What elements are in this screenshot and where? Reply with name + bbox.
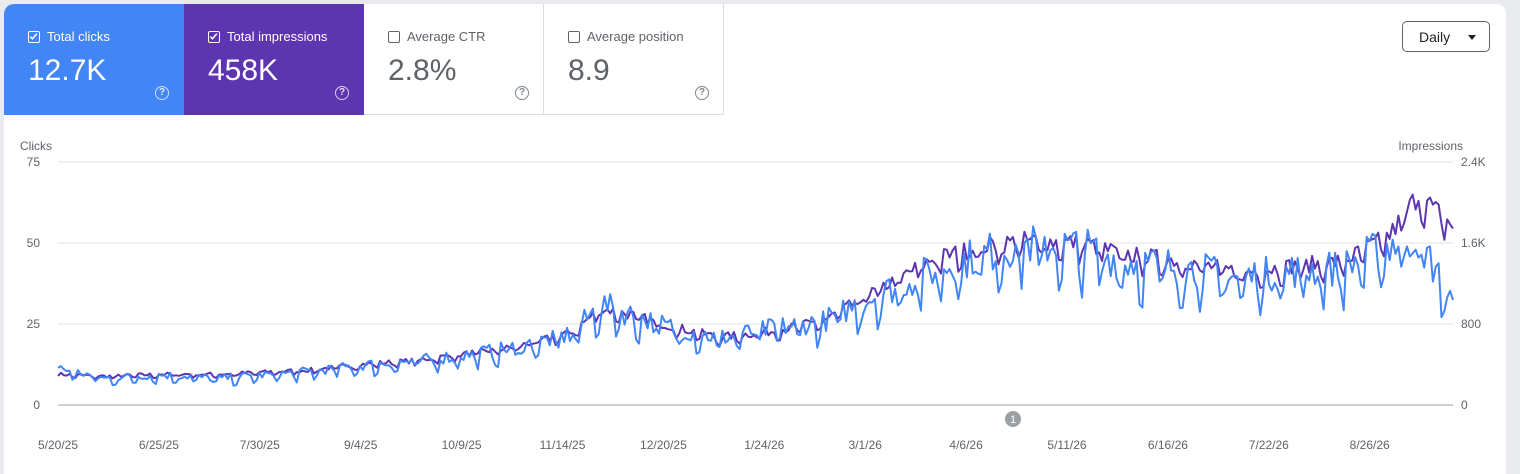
chart-lines — [57, 193, 1454, 387]
x-tick-label: 6/25/25 — [139, 438, 179, 452]
caret-down-icon — [1468, 35, 1476, 40]
right-axis-label: Impressions — [1398, 139, 1463, 153]
metric-value: 8.9 — [568, 54, 610, 87]
right-tick-label: 800 — [1461, 317, 1481, 331]
annotation-circle[interactable] — [1005, 411, 1021, 427]
left-axis-label: Clicks — [20, 139, 52, 153]
help-icon[interactable]: ? — [695, 86, 709, 100]
left-tick-label: 0 — [33, 398, 40, 412]
checkbox-checked-icon[interactable] — [208, 31, 220, 43]
left-tick-label: 50 — [27, 236, 41, 250]
checkbox-unchecked-icon[interactable] — [568, 31, 580, 43]
annotation-marker[interactable]: 1 — [1005, 411, 1021, 427]
metric-value: 458K — [208, 54, 279, 87]
help-icon[interactable]: ? — [155, 86, 169, 100]
clicks-series-line — [57, 225, 1454, 387]
checkbox-checked-icon[interactable] — [28, 31, 40, 43]
x-tick-label: 3/1/26 — [849, 438, 883, 452]
x-tick-label: 8/26/26 — [1350, 438, 1390, 452]
right-tick-label: 1.6K — [1461, 236, 1486, 250]
checkbox-unchecked-icon[interactable] — [388, 31, 400, 43]
metric-value: 2.8% — [388, 54, 457, 87]
left-axis-ticks: 75 50 25 0 — [27, 155, 41, 412]
x-tick-label: 5/20/25 — [38, 438, 78, 452]
performance-card: Total clicks 12.7K ? Total impressions 4… — [4, 4, 1506, 474]
x-tick-label: 10/9/25 — [442, 438, 482, 452]
chart-grid — [58, 161, 1453, 406]
metric-total-impressions[interactable]: Total impressions 458K ? — [184, 4, 364, 115]
x-tick-label: 7/30/25 — [240, 438, 280, 452]
metric-average-position[interactable]: Average position 8.9 ? — [544, 4, 724, 115]
metric-tabs: Total clicks 12.7K ? Total impressions 4… — [4, 4, 724, 115]
granularity-dropdown[interactable]: Daily — [1402, 21, 1490, 52]
annotation-number: 1 — [1010, 414, 1016, 426]
help-icon[interactable]: ? — [515, 86, 529, 100]
x-tick-label: 7/22/26 — [1249, 438, 1289, 452]
help-icon[interactable]: ? — [335, 86, 349, 100]
metric-total-clicks[interactable]: Total clicks 12.7K ? — [4, 4, 184, 115]
left-tick-label: 75 — [27, 155, 41, 169]
granularity-label: Daily — [1419, 29, 1451, 45]
x-tick-label: 4/6/26 — [949, 438, 983, 452]
left-tick-label: 25 — [27, 317, 41, 331]
x-tick-label: 9/4/25 — [344, 438, 378, 452]
x-tick-label: 5/11/26 — [1047, 438, 1086, 452]
right-tick-label: 0 — [1461, 398, 1468, 412]
right-tick-label: 2.4K — [1461, 155, 1486, 169]
metric-average-ctr[interactable]: Average CTR 2.8% ? — [364, 4, 544, 115]
right-axis-ticks: 2.4K 1.6K 800 0 — [1461, 155, 1486, 412]
metric-label: Total clicks — [47, 29, 110, 44]
x-tick-label: 1/24/26 — [744, 438, 784, 452]
x-tick-label: 6/16/26 — [1148, 438, 1188, 452]
x-tick-label: 12/20/25 — [640, 438, 687, 452]
x-axis-ticks: 5/20/25 6/25/25 7/30/25 9/4/25 10/9/25 11/14/… — [38, 438, 1390, 452]
metric-value: 12.7K — [28, 54, 107, 87]
x-tick-label: 11/14/25 — [540, 438, 586, 452]
metric-label: Average position — [587, 29, 684, 44]
metric-label: Average CTR — [407, 29, 486, 44]
impressions-series-line — [57, 193, 1454, 381]
metric-label: Total impressions — [227, 29, 328, 44]
